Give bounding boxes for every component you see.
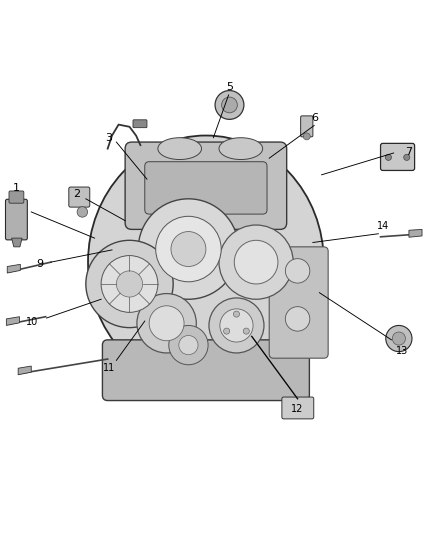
Text: 10: 10 xyxy=(26,317,39,327)
Circle shape xyxy=(286,306,310,331)
Text: 5: 5 xyxy=(226,83,233,93)
Circle shape xyxy=(101,256,158,312)
Polygon shape xyxy=(12,238,22,247)
Text: 14: 14 xyxy=(377,221,389,231)
Polygon shape xyxy=(18,366,31,375)
Circle shape xyxy=(137,294,196,353)
Text: 13: 13 xyxy=(396,346,409,356)
FancyBboxPatch shape xyxy=(125,142,287,229)
FancyBboxPatch shape xyxy=(133,120,147,128)
Polygon shape xyxy=(7,264,20,273)
Circle shape xyxy=(209,298,264,353)
Text: 2: 2 xyxy=(74,189,81,199)
FancyBboxPatch shape xyxy=(300,116,313,137)
Circle shape xyxy=(220,309,253,342)
Ellipse shape xyxy=(158,138,201,159)
FancyBboxPatch shape xyxy=(282,397,314,419)
Circle shape xyxy=(233,311,240,317)
FancyBboxPatch shape xyxy=(381,143,415,171)
FancyBboxPatch shape xyxy=(6,199,27,240)
Text: 11: 11 xyxy=(103,364,115,374)
FancyBboxPatch shape xyxy=(269,247,328,358)
Circle shape xyxy=(286,259,310,283)
FancyBboxPatch shape xyxy=(145,161,267,214)
Circle shape xyxy=(117,271,143,297)
Circle shape xyxy=(86,240,173,328)
FancyBboxPatch shape xyxy=(69,187,90,207)
Circle shape xyxy=(215,91,244,119)
Circle shape xyxy=(404,154,410,160)
Circle shape xyxy=(222,97,237,113)
Text: 1: 1 xyxy=(12,183,19,193)
Text: 12: 12 xyxy=(291,404,304,414)
Circle shape xyxy=(171,231,206,266)
Circle shape xyxy=(385,154,392,160)
FancyBboxPatch shape xyxy=(102,340,309,400)
Circle shape xyxy=(223,328,230,334)
Circle shape xyxy=(77,207,88,217)
Circle shape xyxy=(392,332,406,345)
Circle shape xyxy=(169,326,208,365)
Text: 3: 3 xyxy=(106,133,113,143)
Circle shape xyxy=(243,328,249,334)
Circle shape xyxy=(386,326,412,352)
Circle shape xyxy=(303,133,310,140)
Circle shape xyxy=(219,225,293,299)
FancyBboxPatch shape xyxy=(9,191,24,203)
Polygon shape xyxy=(409,229,422,237)
Circle shape xyxy=(179,335,198,354)
Circle shape xyxy=(234,240,278,284)
Circle shape xyxy=(155,216,221,282)
Text: 7: 7 xyxy=(405,147,413,157)
Circle shape xyxy=(149,306,184,341)
Text: 6: 6 xyxy=(311,113,318,123)
Polygon shape xyxy=(7,317,19,326)
Ellipse shape xyxy=(219,138,263,159)
Text: 9: 9 xyxy=(36,260,43,269)
Ellipse shape xyxy=(88,135,324,389)
Circle shape xyxy=(138,199,239,299)
